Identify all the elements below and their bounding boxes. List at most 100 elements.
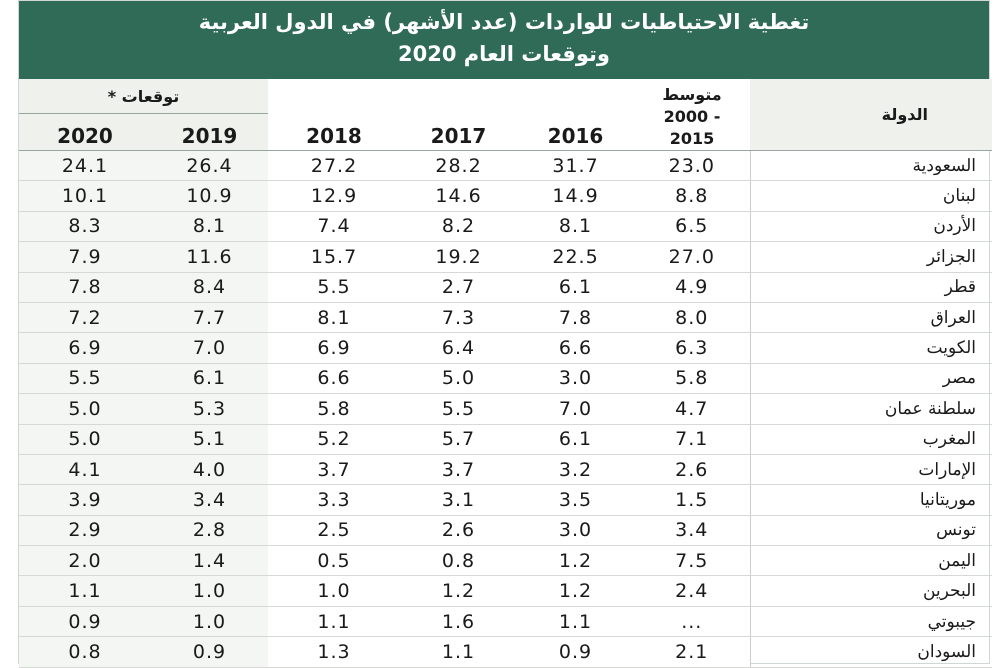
- table-row: 5.0 5.1 5.2 5.7 6.1 7.1 المغرب: [19, 424, 993, 455]
- cell-2016: 6.1: [517, 424, 635, 455]
- cell-2020: 8.3: [19, 211, 151, 243]
- cell-2019: 11.6: [151, 241, 269, 273]
- cell-average: 7.1: [634, 424, 751, 455]
- cell-2016: 1.2: [517, 545, 635, 577]
- cell-average: ...: [634, 606, 751, 638]
- cell-2017: 2.7: [400, 272, 518, 303]
- cell-2020: 10.1: [19, 180, 151, 212]
- cell-average: 23.0: [634, 149, 751, 182]
- cell-2020: 7.2: [19, 302, 151, 334]
- cell-2020: 0.9: [19, 606, 151, 638]
- cell-2019: 8.1: [151, 211, 269, 243]
- table-row: 2.0 1.4 0.5 0.8 1.2 7.5 اليمن: [19, 545, 993, 577]
- cell-2018: 1.3: [268, 636, 401, 668]
- cell-average: 8.0: [634, 302, 751, 334]
- cell-2018: 15.7: [268, 241, 401, 273]
- cell-2018: 0.5: [268, 545, 401, 577]
- cell-2019: 1.0: [151, 606, 269, 638]
- cell-2018: 5.5: [268, 272, 401, 303]
- cell-country: تونس: [749, 515, 993, 547]
- cell-country: الكويت: [749, 332, 993, 364]
- cell-2020: 6.9: [19, 332, 151, 364]
- cell-2017: 28.2: [400, 149, 518, 182]
- title-line-1: تغطية الاحتياطيات للواردات (عدد الأشهر) …: [198, 10, 810, 34]
- cell-2019: 8.4: [151, 272, 269, 303]
- cell-country: السودان: [749, 636, 993, 668]
- cell-2019: 4.0: [151, 454, 269, 486]
- cell-2018: 27.2: [268, 149, 401, 182]
- year-2020-header: 2020: [19, 113, 151, 151]
- cell-2020: 5.5: [19, 363, 151, 395]
- cell-country: قطر: [749, 272, 993, 303]
- cell-2017: 5.7: [400, 424, 518, 455]
- cell-2016: 1.2: [517, 575, 635, 607]
- cell-2018: 3.7: [268, 454, 401, 486]
- cell-2016: 3.5: [517, 484, 635, 516]
- cell-average: 4.7: [634, 393, 751, 425]
- cell-2019: 5.3: [151, 393, 269, 425]
- cell-2019: 5.1: [151, 424, 269, 455]
- cell-2020: 0.8: [19, 636, 151, 668]
- table-row: 4.1 4.0 3.7 3.7 3.2 2.6 الإمارات: [19, 454, 993, 486]
- cell-average: 2.6: [634, 454, 751, 486]
- cell-2018: 12.9: [268, 180, 401, 212]
- table-row: 6.9 7.0 6.9 6.4 6.6 6.3 الكويت: [19, 332, 993, 364]
- cell-2019: 26.4: [151, 149, 269, 182]
- cell-2017: 3.1: [400, 484, 518, 516]
- cell-2020: 3.9: [19, 484, 151, 516]
- cell-2018: 2.5: [268, 515, 401, 547]
- cell-2016: 3.2: [517, 454, 635, 486]
- avg-header-line-3: 2015: [669, 129, 715, 148]
- table-row: 1.1 1.0 1.0 1.2 1.2 2.4 البحرين: [19, 575, 993, 607]
- cell-country: سلطنة عمان: [749, 393, 993, 425]
- cell-2017: 3.7: [400, 454, 518, 486]
- average-column-header: متوسط 2000 - 2015: [634, 79, 751, 151]
- cell-2020: 4.1: [19, 454, 151, 486]
- cell-2017: 7.3: [400, 302, 518, 334]
- cell-2020: 5.0: [19, 393, 151, 425]
- cell-2016: 31.7: [517, 149, 635, 182]
- year-2018-header: 2018: [268, 113, 401, 151]
- cell-2020: 2.9: [19, 515, 151, 547]
- avg-header-line-1: متوسط: [662, 85, 722, 104]
- cell-country: الأردن: [749, 211, 993, 243]
- cell-2020: 2.0: [19, 545, 151, 577]
- cell-country: موريتانيا: [749, 484, 993, 516]
- cell-2017: 8.2: [400, 211, 518, 243]
- cell-2017: 0.8: [400, 545, 518, 577]
- table-row: 3.9 3.4 3.3 3.1 3.5 1.5 موريتانيا: [19, 484, 993, 516]
- title-banner: تغطية الاحتياطيات للواردات (عدد الأشهر) …: [19, 1, 989, 79]
- cell-2017: 1.6: [400, 606, 518, 638]
- cell-2019: 1.4: [151, 545, 269, 577]
- cell-average: 1.5: [634, 484, 751, 516]
- cell-2016: 8.1: [517, 211, 635, 243]
- cell-2016: 6.6: [517, 332, 635, 364]
- cell-2016: 7.0: [517, 393, 635, 425]
- cell-2016: 3.0: [517, 515, 635, 547]
- cell-2019: 0.9: [151, 636, 269, 668]
- table-row: 7.8 8.4 5.5 2.7 6.1 4.9 قطر: [19, 272, 993, 303]
- cell-2017: 6.4: [400, 332, 518, 364]
- cell-2019: 2.8: [151, 515, 269, 547]
- year-2016-header: 2016: [517, 113, 635, 151]
- cell-2017: 1.2: [400, 575, 518, 607]
- title-line-2: وتوقعات العام 2020: [398, 42, 610, 66]
- cell-2020: 1.1: [19, 575, 151, 607]
- table-row: 8.3 8.1 7.4 8.2 8.1 6.5 الأردن: [19, 211, 993, 243]
- cell-average: 3.4: [634, 515, 751, 547]
- cell-average: 8.8: [634, 180, 751, 212]
- cell-average: 6.3: [634, 332, 751, 364]
- cell-average: 27.0: [634, 241, 751, 273]
- table-row: 24.1 26.4 27.2 28.2 31.7 23.0 السعودية: [19, 149, 993, 182]
- cell-2017: 5.5: [400, 393, 518, 425]
- cell-2020: 24.1: [19, 149, 151, 182]
- cell-2018: 1.1: [268, 606, 401, 638]
- cell-2019: 3.4: [151, 484, 269, 516]
- header-spacer: [268, 79, 401, 114]
- cell-average: 5.8: [634, 363, 751, 395]
- cell-2016: 22.5: [517, 241, 635, 273]
- cell-2016: 1.1: [517, 606, 635, 638]
- cell-average: 2.4: [634, 575, 751, 607]
- cell-2017: 5.0: [400, 363, 518, 395]
- cell-2018: 1.0: [268, 575, 401, 607]
